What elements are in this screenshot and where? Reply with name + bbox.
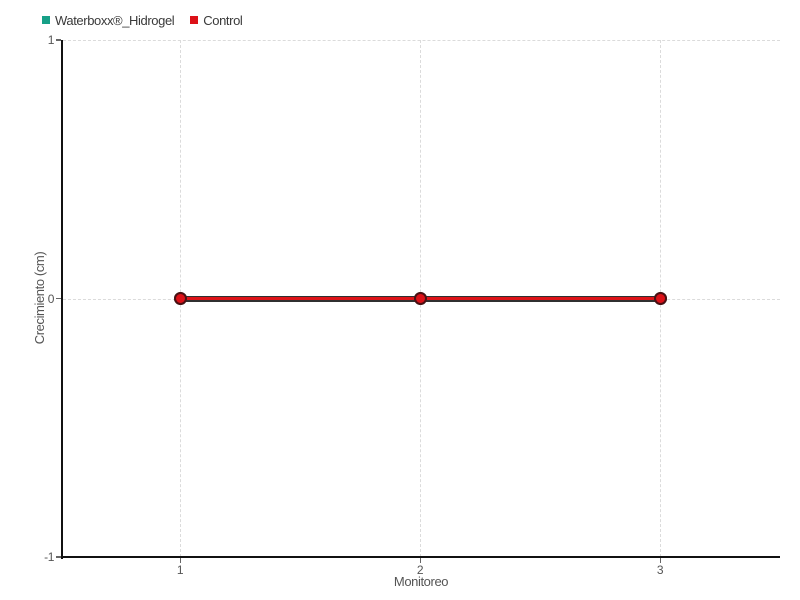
- y-axis-line: [61, 40, 63, 559]
- x-axis-title: Monitoreo: [393, 574, 449, 589]
- y-tick-mark: [56, 556, 61, 558]
- legend-label: Control: [203, 12, 243, 28]
- x-axis-line: [61, 556, 780, 558]
- y-tick-mark: [56, 39, 61, 41]
- x-tick-mark: [419, 558, 421, 563]
- data-point-control-3: [653, 292, 667, 305]
- legend: Waterboxx®_Hidrogel Control: [42, 12, 243, 28]
- x-tick-mark: [659, 558, 661, 563]
- x-tick-label: 2: [416, 563, 424, 577]
- data-point-control-2: [413, 292, 427, 305]
- x-tick-mark: [179, 558, 181, 563]
- legend-swatch-icon: [190, 16, 199, 24]
- x-tick-label: 3: [656, 563, 664, 577]
- y-tick-label: 0: [47, 291, 55, 306]
- legend-swatch-icon: [42, 16, 50, 24]
- h-gridline: [63, 40, 780, 41]
- y-tick-label: -1: [44, 550, 54, 564]
- x-tick-label: 1: [176, 563, 184, 577]
- y-tick-mark: [56, 297, 61, 299]
- legend-item-control: Control: [190, 12, 243, 28]
- data-point-control-1: [173, 292, 187, 305]
- legend-item-waterboxx: Waterboxx®_Hidrogel: [42, 12, 175, 28]
- legend-label: Waterboxx®_Hidrogel: [55, 12, 175, 28]
- y-tick-label: 1: [47, 33, 55, 47]
